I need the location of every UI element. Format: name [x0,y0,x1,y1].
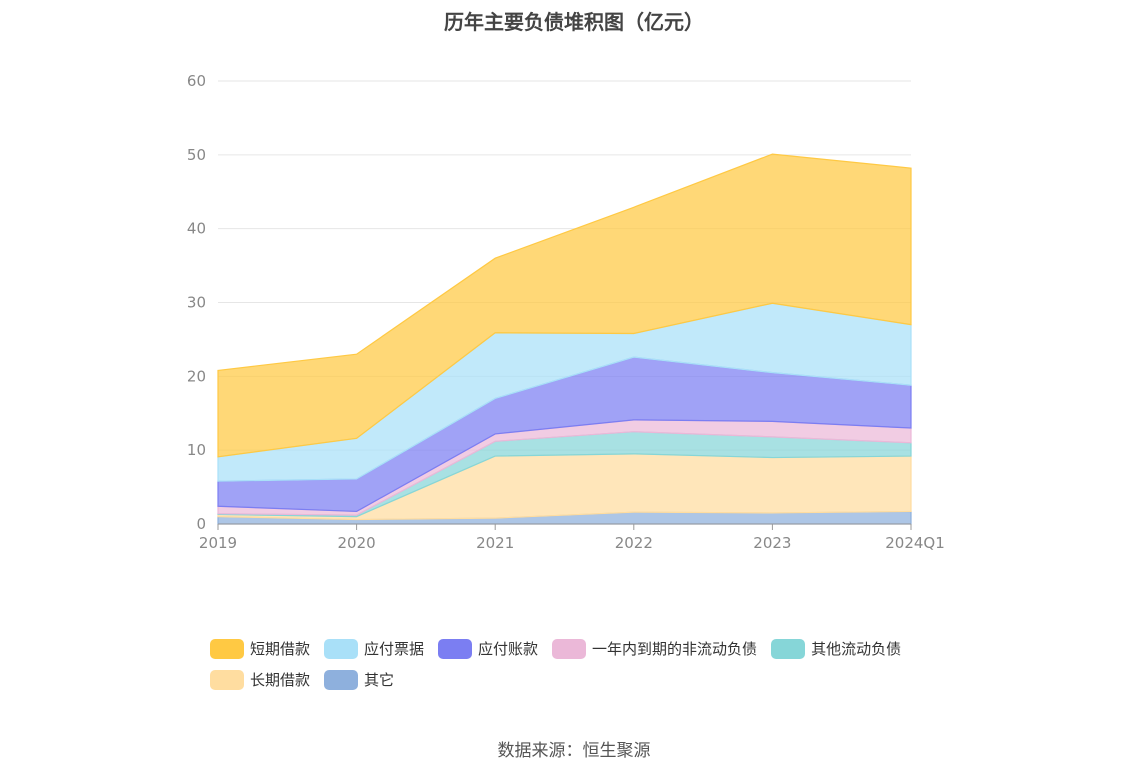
y-tick-label: 50 [187,146,206,164]
legend-label: 一年内到期的非流动负债 [592,640,758,658]
legend-item[interactable]: 应付账款 [438,638,538,659]
y-tick-label: 10 [187,441,206,459]
legend-item[interactable]: 应付票据 [324,638,424,659]
y-tick-label: 0 [196,515,206,533]
area-短期借款 [217,153,912,458]
legend-item[interactable]: 长期借款 [210,669,310,690]
x-tick-label: 2024Q1 [885,534,945,552]
legend-item[interactable]: 其他流动负债 [771,638,901,659]
x-tick-label: 2019 [199,534,237,552]
x-axis: 2019 2020 2021 2022 2023 2024Q1 [199,523,945,552]
x-tick-label: 2021 [476,534,514,552]
area-series [217,153,912,525]
legend-label: 应付账款 [478,640,539,658]
y-tick-label: 60 [187,72,206,90]
y-tick-label: 30 [187,294,206,312]
stacked-area-chart: 2019 2020 2021 2022 2023 2024Q1 0 10 20 30 40 50 60 [187,72,945,552]
y-axis: 0 10 20 30 40 50 60 [187,72,206,533]
legend-swatch [324,638,359,659]
legend-label: 长期借款 [250,671,311,689]
x-tick-label: 2023 [753,534,791,552]
legend-label: 其他流动负债 [811,640,902,658]
legend-swatch [210,638,244,659]
legend-label: 应付票据 [364,640,425,658]
legend-swatch [438,638,473,659]
chart-title: 历年主要负债堆积图（亿元） [444,10,704,34]
legend-item[interactable]: 一年内到期的非流动负债 [552,638,757,659]
legend: 短期借款 应付票据 应付账款 一年内到期的非流动负债 其他流动负债长期借款 其它 [210,638,970,700]
data-source: 数据来源：恒生聚源 [497,741,651,761]
legend-item[interactable]: 其它 [324,669,394,690]
legend-label: 其它 [364,671,395,689]
legend-swatch [324,669,359,690]
y-tick-label: 40 [187,220,206,238]
legend-swatch [552,638,587,659]
legend-item[interactable]: 短期借款 [210,638,310,659]
y-tick-label: 20 [187,367,206,385]
legend-label: 短期借款 [250,640,311,658]
x-tick-label: 2022 [615,534,653,552]
legend-swatch [210,669,244,690]
legend-swatch [771,638,806,659]
x-tick-label: 2020 [338,534,376,552]
